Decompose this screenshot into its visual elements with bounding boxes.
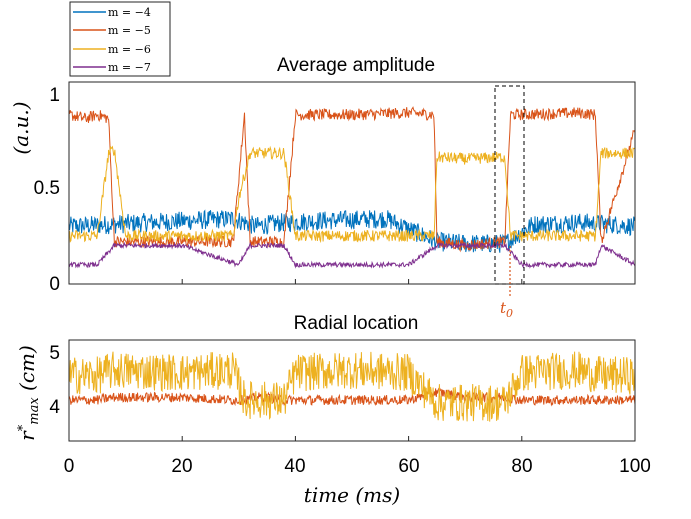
t0-subscript: 0 — [506, 307, 513, 320]
t0-letter: t — [500, 299, 507, 317]
legend-entry-m5: m = −5 — [108, 24, 151, 37]
bottom-series-line — [68, 351, 636, 422]
legend-entry-m7: m = −7 — [108, 61, 151, 74]
top-title: Average amplitude — [277, 55, 435, 76]
bottom-title: Radial location — [294, 313, 419, 334]
x-tick-label: 80 — [511, 456, 532, 477]
bottom-series-line — [68, 387, 636, 407]
r-symbol: r — [15, 430, 39, 441]
top-series-line — [68, 145, 636, 244]
top-series-line — [68, 241, 636, 269]
bottom-y-ticks: 4 5 — [49, 343, 60, 418]
x-tick-label: 40 — [284, 456, 305, 477]
bottom-y-tick-label: 5 — [49, 343, 60, 364]
legend-entry-m4: m = −4 — [108, 6, 151, 19]
top-y-axis-label: (a.u.) — [9, 101, 33, 154]
bottom-y-tick-label: 4 — [49, 397, 60, 418]
r-unit: (cm) — [15, 345, 39, 397]
legend-box — [69, 1, 171, 77]
bottom-y-axis-label: r*max (cm) — [15, 345, 42, 441]
x-axis-label: time (ms) — [304, 483, 400, 507]
t0-label: t0 — [500, 299, 513, 320]
top-axes-box — [68, 81, 636, 285]
r-subscript: max — [27, 397, 42, 425]
legend-entry-m6: m = −6 — [108, 43, 151, 56]
top-y-tick-label: 0 — [49, 274, 60, 295]
top-series-line — [68, 106, 636, 253]
x-tick-label: 60 — [398, 456, 419, 477]
top-panel: Average amplitude 0 0.5 1 (a.u.) t0 — [9, 55, 636, 320]
top-y-ticks: 0 0.5 1 — [34, 85, 60, 295]
legend: m = −4 m = −5 m = −6 m = −7 — [69, 1, 171, 77]
r-superscript: * — [16, 424, 31, 431]
top-y-tick-label: 0.5 — [34, 178, 60, 199]
bottom-plot-area — [68, 351, 636, 441]
bottom-axes-box — [68, 339, 636, 442]
x-tick-label: 100 — [619, 456, 651, 477]
top-y-tick-label: 1 — [49, 85, 60, 106]
top-series-line — [68, 209, 636, 253]
x-tick-label: 20 — [171, 456, 192, 477]
x-tick-label: 0 — [64, 456, 75, 477]
top-plot-area — [68, 106, 636, 284]
x-ticks: 0 20 40 60 80 100 — [64, 456, 651, 477]
bottom-panel: Radial location 4 5 r*max (cm) 0 20 40 6… — [15, 313, 651, 507]
